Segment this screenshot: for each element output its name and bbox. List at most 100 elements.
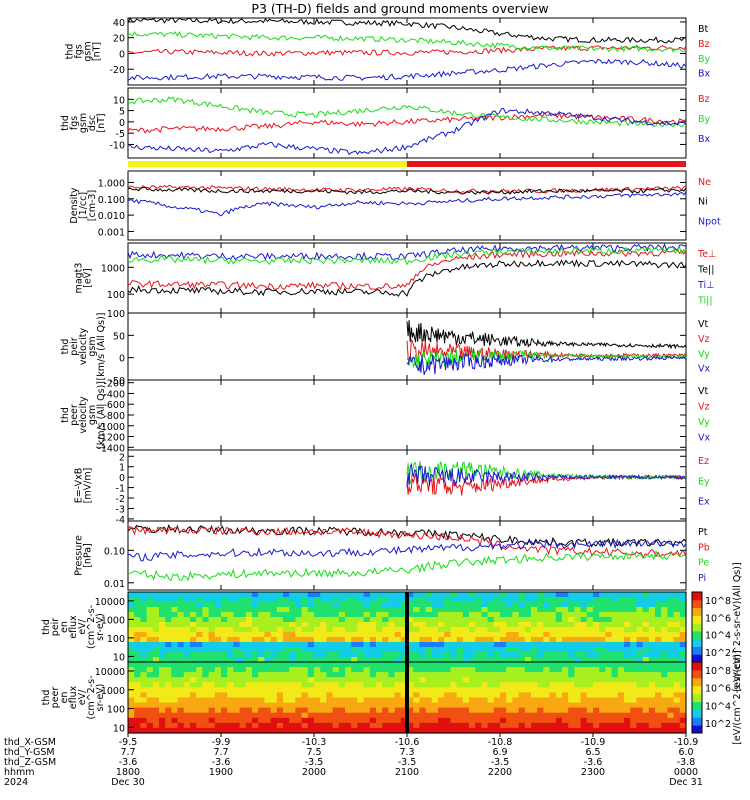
spectrogram-cell <box>307 677 315 683</box>
spectrogram-cell <box>376 717 383 724</box>
spectrogram-cell <box>481 627 489 633</box>
spectrogram-cell <box>301 662 309 668</box>
spectrogram-cell <box>655 662 662 668</box>
spectrogram-cell <box>586 682 594 688</box>
spectrogram-cell <box>506 617 513 623</box>
spectrogram-cell <box>171 602 179 608</box>
spectrogram-cell <box>431 652 439 658</box>
spectrogram-cell <box>283 607 290 613</box>
spectrogram-cell <box>214 657 222 663</box>
spectrogram-cell <box>146 597 154 603</box>
colorbar-segment <box>692 717 702 726</box>
spectrogram-cell <box>307 652 315 658</box>
spectrogram-cell <box>543 652 551 658</box>
spectrogram-cell <box>165 602 172 608</box>
spectrogram-cell <box>276 632 284 638</box>
series-Pb <box>127 525 687 559</box>
spectrogram-cell <box>506 607 513 613</box>
spectrogram-cell <box>196 612 203 618</box>
y-axis-label-line: thd <box>65 44 76 60</box>
spectrogram-cell <box>227 657 234 663</box>
spectrogram-cell <box>481 602 489 608</box>
spectrogram-cell <box>276 622 284 628</box>
spectrogram-cell <box>481 667 489 673</box>
spectrogram-cell <box>475 677 482 683</box>
spectrogram-cell <box>332 667 340 673</box>
legend-Npot: Npot <box>698 216 721 227</box>
spectrogram-cell <box>245 727 253 734</box>
spectrogram-cell <box>128 702 135 709</box>
spectrogram-cell <box>679 717 687 724</box>
spectrogram-cell <box>679 632 687 638</box>
time-axis-hhmm: 2100 <box>395 767 419 778</box>
spectrogram-cell <box>128 632 135 638</box>
spectrogram-cell <box>345 682 352 688</box>
spectrogram-cell <box>382 647 389 653</box>
spectrogram-cell <box>146 682 154 688</box>
spectrogram-cell <box>276 637 284 643</box>
spectrogram-cell <box>407 602 414 608</box>
spectrogram-cell <box>462 607 470 613</box>
spectrogram-cell <box>580 672 588 678</box>
spectrogram-cell <box>270 722 278 729</box>
spectrogram-cell <box>431 657 439 663</box>
spectrogram-cell <box>543 677 551 683</box>
spectrogram-cell <box>655 657 662 663</box>
time-axis-x-gsm: -10.6 <box>395 737 420 748</box>
spectrogram-cell <box>357 592 365 598</box>
spectrogram-cell <box>593 722 600 729</box>
spectrogram-cell <box>531 617 538 623</box>
spectrogram-cell <box>481 672 489 678</box>
spectrogram-cell <box>537 592 544 598</box>
spectrogram-cell <box>227 642 234 648</box>
spectrogram-cell <box>190 632 197 638</box>
spectrogram-cell <box>202 647 210 653</box>
spectrogram-cell <box>648 602 656 608</box>
time-axis-x-gsm: -10.3 <box>302 737 327 748</box>
spectrogram-cell <box>667 632 675 638</box>
spectrogram-cell <box>382 717 389 724</box>
spectrogram-cell <box>338 617 346 623</box>
y-tick-label: -1 <box>116 484 125 495</box>
spectrogram-cell <box>301 637 309 643</box>
legend-Ne: Ne <box>698 177 711 188</box>
spectrogram-cell <box>524 657 532 663</box>
spectrogram-cell <box>363 692 371 699</box>
spectrogram-cell <box>140 667 148 673</box>
spectrogram-cell <box>196 682 203 688</box>
spectrogram-cell <box>345 592 352 598</box>
spectrogram-cell <box>512 632 520 638</box>
legend-Vy: Vy <box>698 349 710 360</box>
series-Ti⊥ <box>127 243 687 261</box>
spectrogram-cell <box>208 687 216 694</box>
spectrogram-cell <box>648 597 656 603</box>
spectrogram-cell <box>555 647 563 653</box>
y-axis-label: thdfgsgsm[nT] <box>65 41 103 61</box>
spectrogram-cell <box>444 717 451 724</box>
spectrogram-cell <box>531 697 538 704</box>
spectrogram-cell <box>159 672 166 678</box>
spectrogram-cell <box>183 652 191 658</box>
spectrogram-cell <box>177 602 185 608</box>
spectrogram-cell <box>444 672 451 678</box>
spectrogram-cell <box>171 592 179 598</box>
spectrogram-cell <box>388 612 396 618</box>
y-tick-label: 2 <box>119 452 125 463</box>
spectrogram-cell <box>128 712 135 719</box>
spectrogram-cell <box>369 647 377 653</box>
spectrogram-cell <box>611 707 619 714</box>
spectrogram-cell <box>295 607 303 613</box>
spectrogram-cell <box>518 657 526 663</box>
legend-Pb: Pb <box>698 542 710 553</box>
spectrogram-cell <box>580 692 588 699</box>
spectrogram-cell <box>382 657 389 663</box>
spectrogram-cell <box>196 602 203 608</box>
spectrogram-cell <box>400 697 408 704</box>
spectrogram-cell <box>599 642 606 648</box>
spectrogram-cell <box>574 667 582 673</box>
spectrogram-cell <box>177 702 185 709</box>
spectrogram-cell <box>580 707 588 714</box>
spectrogram-cell <box>382 602 389 608</box>
y-tick-label: 0.01 <box>104 579 125 590</box>
spectrogram-cell <box>444 622 451 628</box>
